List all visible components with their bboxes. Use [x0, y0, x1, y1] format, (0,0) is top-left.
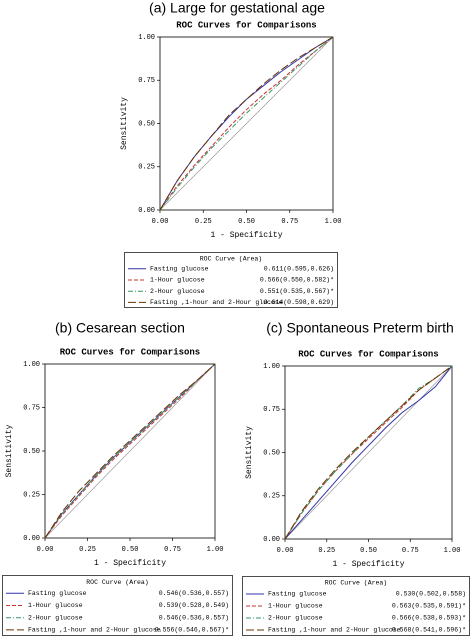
legend-area: 0.530(0.502,0.558): [396, 591, 466, 598]
y-tick-label: 1.00: [138, 34, 155, 42]
legend-area: 0.551(0.535,0.567)*: [260, 288, 334, 295]
roc-curve: [44, 363, 216, 539]
x-tick-label: 0.25: [195, 218, 212, 226]
legend-area: 0.566(0.538,0.593)*: [392, 615, 466, 622]
y-tick-label: 0.75: [138, 77, 155, 85]
x-axis-label: 1 - Specificity: [94, 559, 166, 568]
legend-area: 0.611(0.595,0.626): [264, 266, 334, 273]
legend-label: 1-Hour glucose: [150, 277, 205, 284]
legend-area: 0.566(0.550,0.582)*: [260, 277, 334, 284]
roc-curve: [159, 36, 334, 211]
y-tick-label: 0.50: [23, 448, 40, 456]
legend-title: ROC Curve (Area): [86, 579, 148, 586]
legend-label: Fasting ,1-hour and 2-Hour glucose: [28, 627, 161, 634]
x-tick-label: 0.50: [238, 218, 255, 226]
chart-title: (a) Large for gestational age: [149, 0, 325, 16]
x-axis-label: 1 - Specificity: [332, 560, 404, 569]
y-axis-label: Sensitivity: [245, 426, 254, 479]
y-axis-label: Sensitivity: [120, 97, 129, 150]
x-tick-label: 1.00: [444, 547, 461, 555]
legend-box: [2, 575, 233, 636]
reference-line: [284, 365, 453, 540]
x-tick-label: 0.50: [122, 546, 139, 554]
legend-label: Fasting ,1-hour and 2-Hour glucose: [150, 299, 283, 306]
roc-curve: [44, 363, 216, 539]
legend-box: [242, 576, 470, 636]
y-tick-label: 0.25: [138, 164, 155, 172]
legend-label: 1-Hour glucose: [28, 602, 83, 609]
legend-label: Fasting glucose: [28, 590, 87, 597]
legend-label: 2-Hour glucose: [28, 614, 83, 621]
reference-line: [159, 36, 334, 211]
roc-curve: [284, 365, 453, 540]
roc-curve: [159, 36, 334, 211]
y-tick-label: 0.25: [263, 493, 280, 501]
x-tick-label: 1.00: [325, 218, 342, 226]
roc-curve: [159, 36, 334, 211]
chart-title: (c) Spontaneous Preterm birth: [266, 320, 454, 336]
legend-area: 0.539(0.528,0.549): [159, 602, 229, 609]
y-tick-label: 0.75: [23, 404, 40, 412]
x-tick-label: 0.25: [318, 547, 335, 555]
legend-area: 0.563(0.535,0.591)*: [392, 603, 466, 610]
x-tick-label: 0.75: [281, 218, 298, 226]
roc-curve: [284, 365, 453, 540]
legend-label: Fasting glucose: [150, 266, 209, 273]
legend-title: ROC Curve (Area): [200, 255, 262, 262]
chart-subtitle: ROC Curves for Comparisons: [176, 20, 316, 30]
legend-label: 2-Hour glucose: [268, 615, 323, 622]
legend-label: Fasting ,1-hour and 2-Hour glucose: [268, 627, 401, 634]
x-tick-label: 1.00: [207, 546, 224, 554]
x-axis-label: 1 - Specificity: [210, 231, 282, 240]
x-tick-label: 0.00: [152, 218, 169, 226]
legend-label: Fasting glucose: [268, 591, 327, 598]
x-tick-label: 0.00: [37, 546, 54, 554]
legend-title: ROC Curve (Area): [325, 580, 387, 587]
reference-line: [44, 363, 216, 539]
y-axis-label: Sensitivity: [5, 424, 14, 477]
roc-curve: [284, 365, 453, 540]
y-tick-label: 0.00: [23, 535, 40, 543]
y-tick-label: 0.00: [138, 207, 155, 215]
legend-area: 0.546(0.536,0.557): [159, 590, 229, 597]
y-tick-label: 0.75: [263, 406, 280, 414]
x-tick-label: 0.50: [360, 547, 377, 555]
x-tick-label: 0.75: [402, 547, 419, 555]
y-tick-label: 0.00: [263, 536, 280, 544]
legend-box: [124, 252, 338, 308]
y-tick-label: 0.50: [263, 449, 280, 457]
legend-area: 0.556(0.546,0.567)*: [155, 627, 229, 634]
x-tick-label: 0.25: [79, 546, 96, 554]
legend-label: 2-Hour glucose: [150, 288, 205, 295]
x-tick-label: 0.00: [277, 547, 294, 555]
y-tick-label: 0.50: [138, 120, 155, 128]
legend-area: 0.546(0.536,0.557): [159, 614, 229, 621]
y-tick-label: 0.25: [23, 491, 40, 499]
chart-subtitle: ROC Curves for Comparisons: [298, 349, 438, 359]
legend-label: 1-Hour glucose: [268, 603, 323, 610]
x-tick-label: 0.75: [164, 546, 181, 554]
y-tick-label: 1.00: [263, 363, 280, 371]
y-tick-label: 1.00: [23, 361, 40, 369]
roc-curve: [44, 363, 216, 539]
chart-title: (b) Cesarean section: [55, 320, 185, 336]
chart-subtitle: ROC Curves for Comparisons: [60, 347, 200, 357]
legend-area: 0.614(0.598,0.629): [264, 299, 334, 306]
legend-area: 0.568(0.541,0.596)*: [392, 627, 466, 634]
roc-curve: [159, 36, 334, 211]
